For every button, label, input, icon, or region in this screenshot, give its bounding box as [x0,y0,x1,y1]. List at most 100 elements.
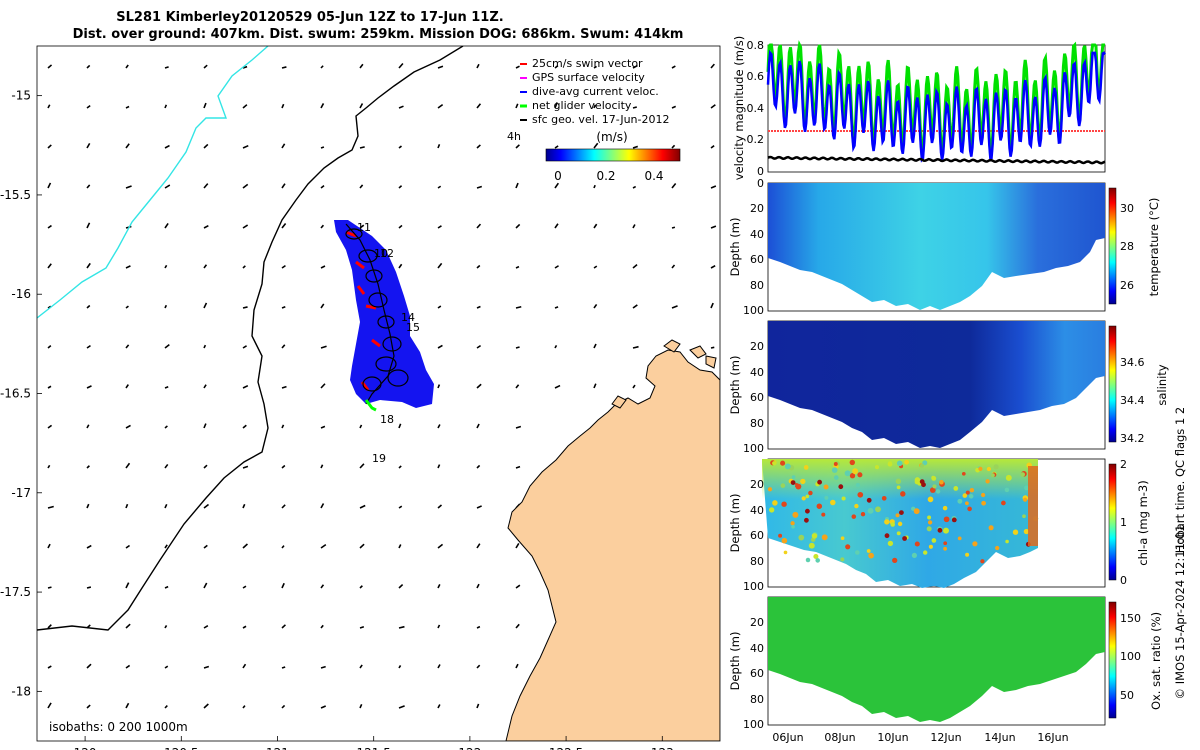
cbar-tick: 30 [1120,202,1134,215]
velocity-arrow [437,103,444,109]
velocity-arrow [554,306,559,309]
velocity-arrow [125,664,131,669]
chlorophyll-sample [1024,485,1030,491]
velocity-arrow [710,104,716,109]
velocity-arrow [437,65,444,69]
chlorophyll-sample [881,495,887,501]
velocity-arrow [320,464,324,469]
velocity-arrow [125,265,131,269]
chlorophyll-sample [833,475,839,480]
salinity-panel: Depth (m) 20 40 60 80 100 34.2 34.4 34.6… [728,320,1169,455]
velocity-arrow [632,345,639,349]
chlorophyll-sample [887,461,893,467]
velocity-arrow [242,65,248,69]
chlorophyll-sample [816,503,823,509]
velocity-arrow [593,184,596,189]
ytick: 0 [757,177,764,190]
chlorophyll-sample [841,496,846,501]
depth-ticks: 20 40 60 80 100 [743,478,764,593]
velocity-arrow [476,63,480,69]
net-glider-velocity-track [364,399,377,412]
velocity-arrow [164,425,168,429]
velocity-arrow [437,624,441,629]
velocity-arrow [398,185,403,189]
velocity-arrow [125,344,130,349]
ytick: 60 [750,529,764,542]
velocity-arrow [515,265,520,269]
velocity-arrow [710,264,716,269]
chlorophyll-sample [791,524,795,529]
ytick: 40 [750,504,764,517]
chlorophyll-sample [914,541,920,547]
velocity-arrow [164,184,171,189]
velocity-arrow [359,224,365,229]
velocity-arrow [47,702,52,709]
velocity-arrow [86,344,91,349]
velocity-arrow [86,304,91,309]
velocity-arrow [359,146,365,149]
velocity-arrow [125,185,132,189]
velocity-arrow [47,305,52,309]
velocity-arrow [320,624,324,629]
chlorophyll-sample [980,559,985,564]
velocity-arrow [203,464,208,469]
day-label: 10 [374,247,388,260]
chlorophyll-sample [855,482,861,488]
velocity-arrow [359,184,364,189]
velocity-arrow [281,464,286,469]
chlorophyll-sample [840,557,845,562]
ytick: 60 [750,667,764,680]
ytick: 0.6 [747,70,765,83]
chlorophyll-sample [833,462,838,466]
chlorophyll-sample [927,520,933,525]
chlorophyll-sample [868,552,874,559]
velocity-arrow [281,183,286,189]
xtick: 08Jun [824,731,855,744]
ytick: 40 [750,366,764,379]
chlorophyll-sample [911,552,917,558]
chlorophyll-sample [895,478,902,485]
chlorophyll-sample [791,475,796,479]
velocity-arrow [593,65,597,69]
velocity-arrow [86,544,92,549]
velocity-arrow [476,185,483,189]
velocity-arrow [515,584,521,589]
velocity-arrow [671,144,676,149]
velocity-arrow [515,384,520,389]
velocity-arrow [281,545,285,549]
legend-label: dive-avg current veloc. [532,85,659,98]
chlorophyll-sample [803,465,809,470]
xtick: 16Jun [1037,731,1068,744]
velocity-arrow [398,423,402,429]
isobath-200m [37,46,464,631]
velocity-arrow [476,305,481,309]
velocity-arrow [242,265,246,269]
velocity-arrow [632,304,638,309]
velocity-arrow [281,704,286,709]
lat-tick-label: -17.5 [0,585,31,599]
chlorophyll-sample [815,558,820,563]
chlorophyll-sample [767,487,773,492]
ytick: 100 [743,580,764,593]
velocity-arrow [86,586,92,589]
chlorophyll-sample [896,485,901,490]
chlorophyll-sample [1001,500,1006,506]
velocity-arrow [281,103,285,109]
velocity-arrow [86,465,90,469]
chlorophyll-sample [821,534,828,541]
chlorophyll-sample [988,525,994,531]
velocity-arrow [203,102,207,109]
chlorophyll-sample [1005,474,1012,481]
velocity-arrow [320,103,325,109]
chlorophyll-sample [965,501,969,506]
velocity-arrow [320,503,325,509]
legend-label: net glider velocity [532,99,632,112]
chlorophyll-sample [769,507,775,513]
surface-geostrophic-series [767,155,1106,165]
velocity-arrow [164,304,168,309]
speed-colorbar: (m/s) 0 0.2 0.4 [545,130,681,183]
chlorophyll-sample [900,491,906,497]
lat-tick-label: -15 [11,89,31,103]
chlorophyll-sample [931,475,936,480]
velocity-arrow [164,66,169,69]
